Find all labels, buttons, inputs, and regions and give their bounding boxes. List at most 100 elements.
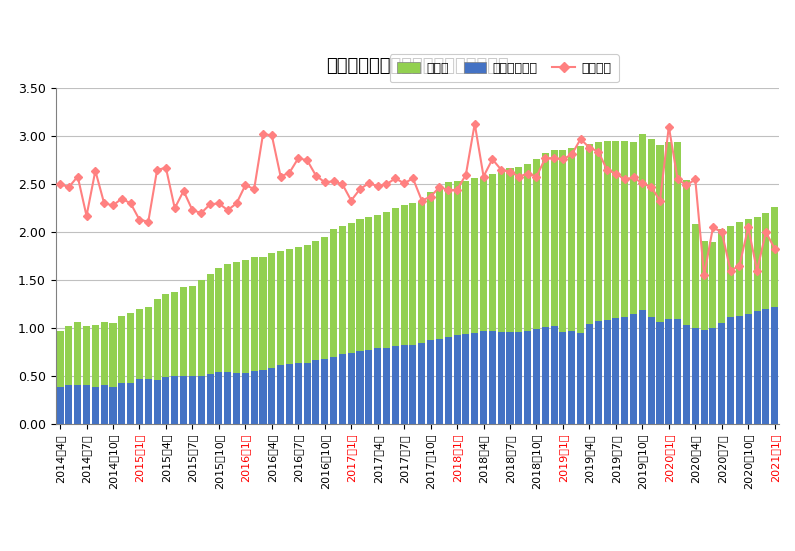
Bar [577, 146, 584, 424]
Bar [498, 170, 505, 424]
Bar [630, 314, 637, 424]
Bar [383, 348, 390, 424]
Bar [427, 192, 434, 424]
Bar [603, 320, 611, 424]
求人倍率 [770, 245, 779, 252]
Bar [736, 316, 743, 424]
Bar [727, 317, 734, 424]
Bar [506, 332, 514, 424]
Bar [366, 350, 372, 424]
Bar [754, 217, 761, 424]
Legend: 求人数, 転職希望者数, 求人倍率: 求人数, 転職希望者数, 求人倍率 [390, 54, 619, 82]
Bar [180, 376, 187, 424]
Bar [665, 142, 673, 424]
Bar [762, 309, 770, 424]
Bar [444, 182, 452, 424]
Bar [427, 340, 434, 424]
Bar [136, 309, 143, 424]
Bar [110, 387, 117, 424]
Bar [92, 387, 99, 424]
Bar [471, 179, 479, 424]
Bar [754, 311, 761, 424]
Bar [233, 374, 240, 424]
Bar [74, 385, 81, 424]
Bar [136, 379, 143, 424]
Bar [277, 251, 284, 424]
Bar [586, 325, 593, 424]
Bar [727, 226, 734, 424]
Bar [692, 328, 699, 424]
求人倍率 [390, 175, 400, 182]
Bar [330, 357, 337, 424]
Bar [356, 219, 363, 424]
Bar [127, 383, 134, 424]
Bar [215, 372, 223, 424]
Bar [198, 280, 205, 424]
Bar [330, 229, 337, 424]
Bar [524, 331, 531, 424]
Bar [171, 376, 178, 424]
Bar [259, 370, 266, 424]
Bar [189, 286, 196, 424]
Bar [83, 326, 90, 424]
Bar [541, 154, 549, 424]
Bar [383, 212, 390, 424]
Bar [198, 376, 205, 424]
求人倍率 [638, 180, 647, 187]
Bar [718, 229, 725, 424]
Bar [453, 181, 460, 424]
Bar [207, 274, 214, 424]
Bar [65, 385, 72, 424]
Bar [621, 141, 628, 424]
Bar [224, 264, 231, 424]
Bar [453, 335, 460, 424]
Bar [189, 376, 196, 424]
Bar [524, 164, 531, 424]
Bar [612, 318, 619, 424]
Bar [162, 294, 169, 424]
Bar [356, 352, 363, 424]
Bar [118, 316, 126, 424]
Bar [312, 360, 320, 424]
Bar [392, 347, 399, 424]
Bar [418, 201, 425, 424]
Bar [700, 241, 708, 424]
Bar [392, 208, 399, 424]
Bar [515, 167, 522, 424]
Bar [127, 313, 134, 424]
Bar [418, 343, 425, 424]
Bar [374, 215, 382, 424]
Bar [444, 337, 452, 424]
Bar [560, 150, 567, 424]
Bar [533, 159, 540, 424]
Bar [409, 344, 417, 424]
求人倍率 [258, 131, 268, 138]
Bar [295, 363, 302, 424]
Bar [709, 242, 716, 424]
Bar [409, 203, 417, 424]
Bar [489, 174, 496, 424]
Bar [207, 374, 214, 424]
Bar [603, 141, 611, 424]
Bar [736, 222, 743, 424]
Bar [568, 148, 576, 424]
Bar [665, 318, 673, 424]
Bar [321, 359, 328, 424]
Bar [83, 385, 90, 424]
Bar [489, 331, 496, 424]
求人倍率 [56, 181, 65, 187]
Line: 求人倍率: 求人倍率 [57, 121, 778, 278]
Bar [101, 322, 107, 424]
Bar [295, 247, 302, 424]
Bar [718, 323, 725, 424]
Bar [621, 317, 628, 424]
Bar [630, 142, 637, 424]
Bar [65, 326, 72, 424]
Bar [762, 213, 770, 424]
Bar [771, 207, 778, 424]
Bar [347, 353, 355, 424]
Bar [153, 380, 161, 424]
Bar [436, 187, 443, 424]
Bar [471, 333, 479, 424]
Bar [700, 330, 708, 424]
